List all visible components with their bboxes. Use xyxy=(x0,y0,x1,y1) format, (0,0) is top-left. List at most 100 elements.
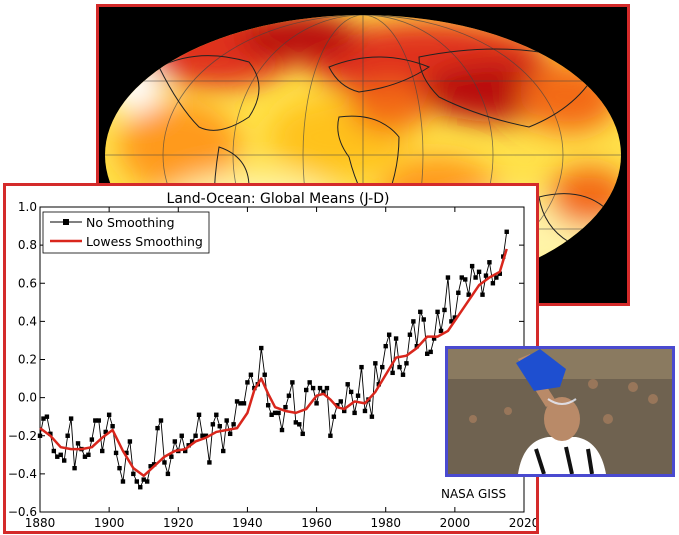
data-point xyxy=(120,479,126,484)
data-point xyxy=(248,372,254,377)
data-point xyxy=(269,412,274,417)
data-point xyxy=(307,380,312,385)
data-point xyxy=(51,448,57,454)
data-point xyxy=(386,332,392,337)
data-point xyxy=(165,471,171,477)
x-tick-label: 1960 xyxy=(301,516,332,530)
legend-marker-no-smoothing xyxy=(63,219,69,225)
data-point xyxy=(207,460,212,465)
data-point xyxy=(317,385,323,391)
data-point xyxy=(321,389,326,395)
data-point xyxy=(293,420,299,425)
temperature-chart: Land-Ocean: Global Means (J-D) 1880 1900 1… xyxy=(8,191,539,530)
data-point xyxy=(355,393,361,398)
data-point xyxy=(158,418,164,423)
y-tick-label: 0.6 xyxy=(18,276,37,290)
y-tick-label: 0.0 xyxy=(18,391,37,405)
data-point xyxy=(497,271,502,276)
data-point xyxy=(290,380,295,385)
x-tick-label: 1880 xyxy=(25,516,56,530)
x-tick-label: 1940 xyxy=(232,516,263,530)
data-point xyxy=(466,292,471,297)
data-point xyxy=(452,315,458,320)
photo-image xyxy=(448,349,672,474)
data-point xyxy=(352,410,357,416)
data-point xyxy=(203,433,209,438)
data-point xyxy=(397,364,402,370)
data-point xyxy=(438,328,444,334)
data-point xyxy=(179,433,184,438)
x-tick-label: 1980 xyxy=(370,516,401,530)
data-point xyxy=(494,275,499,280)
data-point xyxy=(445,275,451,280)
data-point xyxy=(37,433,43,438)
data-point xyxy=(483,273,489,278)
data-point xyxy=(100,448,105,454)
data-point xyxy=(469,263,475,269)
data-point xyxy=(62,458,67,463)
data-point xyxy=(210,422,216,427)
y-tick-label: 0.8 xyxy=(18,238,37,252)
data-point xyxy=(151,462,157,467)
photo-swimmers xyxy=(469,379,658,424)
data-point xyxy=(393,336,399,341)
photo-shirt-stripes xyxy=(534,446,594,474)
y-tick-label: 1.0 xyxy=(18,200,37,214)
source-annotation: NASA GISS xyxy=(441,487,506,501)
data-point xyxy=(362,408,368,414)
data-point xyxy=(310,385,316,391)
y-tick-label: 0.2 xyxy=(18,353,37,367)
data-point xyxy=(124,450,129,456)
data-point xyxy=(456,290,461,295)
data-point xyxy=(141,477,146,482)
data-point xyxy=(421,317,426,322)
data-point xyxy=(431,336,437,341)
data-point xyxy=(103,429,108,435)
heatwave-photo xyxy=(445,346,675,477)
data-point xyxy=(189,439,195,444)
data-point xyxy=(487,260,492,265)
photo-jug xyxy=(516,349,566,391)
legend-box xyxy=(42,211,210,254)
chart-title: Land-Ocean: Global Means (J-D) xyxy=(167,191,390,207)
data-point xyxy=(480,292,485,297)
data-point xyxy=(276,410,281,416)
data-point xyxy=(262,372,267,377)
data-point xyxy=(96,418,101,423)
y-tick-label: −0.4 xyxy=(8,467,37,481)
data-point xyxy=(463,277,468,282)
data-point xyxy=(86,452,91,458)
data-point xyxy=(183,448,188,454)
data-point xyxy=(193,433,198,438)
data-point xyxy=(214,412,219,417)
y-tick-label: −0.6 xyxy=(8,505,37,519)
data-point xyxy=(345,382,350,387)
data-point xyxy=(369,414,375,419)
data-point xyxy=(200,433,205,438)
data-point xyxy=(400,372,406,377)
data-point xyxy=(234,399,240,404)
data-point xyxy=(279,427,285,433)
data-point xyxy=(221,448,226,454)
data-point xyxy=(459,275,464,280)
data-point xyxy=(110,424,115,429)
data-point xyxy=(328,433,333,438)
y-tick-label: 0.4 xyxy=(18,314,37,328)
data-point xyxy=(231,422,236,427)
data-point xyxy=(390,370,395,376)
data-point xyxy=(383,343,388,349)
data-point xyxy=(89,437,95,442)
data-point xyxy=(162,460,167,465)
data-point xyxy=(68,416,74,421)
data-point xyxy=(196,412,202,417)
data-point xyxy=(117,465,122,471)
data-point xyxy=(314,401,319,406)
photo-water-splash xyxy=(547,398,577,405)
data-point xyxy=(449,319,454,324)
data-point xyxy=(55,454,60,459)
data-point xyxy=(272,410,278,416)
data-point xyxy=(304,387,309,393)
data-point xyxy=(227,431,233,437)
data-point xyxy=(373,361,378,366)
y-tick-label: −0.2 xyxy=(8,429,37,443)
